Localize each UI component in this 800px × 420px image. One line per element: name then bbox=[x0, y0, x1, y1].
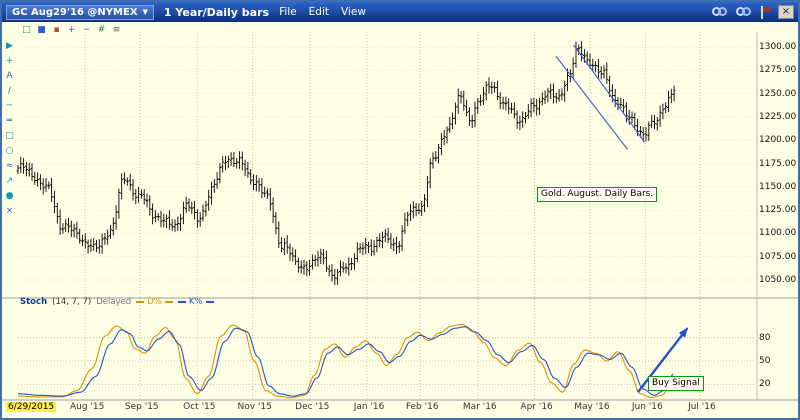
rect-icon[interactable]: □ bbox=[5, 131, 14, 141]
month-label: Sep '15 bbox=[124, 402, 159, 412]
select-icon[interactable]: ▶ bbox=[6, 41, 13, 51]
link2-icon[interactable] bbox=[736, 6, 753, 19]
month-label: Feb '16 bbox=[405, 402, 439, 412]
month-label: Jun '16 bbox=[631, 402, 663, 412]
time-axis: Aug '15 Sep '15 Oct '15 Nov '15 Dec '15 Jan '… bbox=[2, 402, 798, 417]
chevron-down-icon: ▼ bbox=[142, 7, 148, 16]
fib-icon[interactable]: ≈ bbox=[5, 161, 14, 171]
zoom-in-icon[interactable]: + bbox=[67, 25, 76, 35]
settings-icon[interactable]: ≡ bbox=[112, 25, 121, 35]
stoch-d-legend: D% bbox=[136, 297, 173, 307]
symbol-selector[interactable]: GC Aug29'16 @NYMEX ▼ bbox=[6, 4, 154, 20]
save-icon[interactable]: ■ bbox=[37, 25, 46, 35]
chart-annotation-note[interactable]: Gold. August. Daily Bars. bbox=[537, 187, 658, 202]
flag-icon[interactable] bbox=[760, 5, 771, 19]
month-label: Jul '16 bbox=[688, 402, 716, 412]
print-icon[interactable]: ▪ bbox=[53, 25, 60, 35]
open-icon[interactable]: □ bbox=[22, 25, 31, 35]
crosshair-icon[interactable]: + bbox=[5, 56, 14, 66]
titlebar: GC Aug29'16 @NYMEX ▼ 1 Year/Daily bars F… bbox=[2, 2, 798, 22]
close-icon[interactable]: × bbox=[778, 5, 794, 19]
month-label: Apr '16 bbox=[520, 402, 553, 412]
top-toolbar: □ ■ ▪ + − # ≡ bbox=[20, 24, 123, 36]
left-toolbar: ▶ + A / ─ ═ □ ○ ≈ ↗ ● × bbox=[3, 40, 16, 217]
period-label: 1 Year/Daily bars bbox=[163, 5, 270, 19]
grid-icon[interactable]: # bbox=[97, 25, 106, 35]
menu-view[interactable]: View bbox=[340, 6, 366, 18]
month-label: Jan '16 bbox=[353, 402, 385, 412]
month-label: Nov '15 bbox=[237, 402, 272, 412]
symbol-label: GC Aug29'16 @NYMEX bbox=[12, 6, 138, 18]
stoch-k-legend: K% bbox=[177, 297, 214, 307]
stoch-delayed-label: Delayed bbox=[96, 297, 132, 307]
zoom-out-icon[interactable]: − bbox=[82, 25, 91, 35]
trendline-icon[interactable]: / bbox=[7, 86, 12, 96]
titlebar-icons: × bbox=[712, 5, 794, 19]
hline-icon[interactable]: ─ bbox=[6, 101, 13, 111]
delete-icon[interactable]: × bbox=[5, 206, 14, 216]
channel-icon[interactable]: ═ bbox=[6, 116, 13, 126]
month-label: May '16 bbox=[574, 402, 610, 412]
menu-edit[interactable]: Edit bbox=[308, 6, 329, 18]
stoch-header: Stoch (14, 7, 7) Delayed D% K% bbox=[20, 297, 214, 307]
zoom-icon[interactable]: ● bbox=[5, 191, 14, 201]
arrow-icon[interactable]: ↗ bbox=[5, 176, 14, 186]
link-icon[interactable] bbox=[712, 6, 729, 19]
month-label: Aug '15 bbox=[69, 402, 105, 412]
stoch-params: (14, 7, 7) bbox=[52, 297, 92, 307]
menu-file[interactable]: File bbox=[279, 6, 297, 18]
month-label: Dec '15 bbox=[295, 402, 330, 412]
price-and-stoch-chart[interactable] bbox=[2, 24, 798, 418]
stoch-label: Stoch bbox=[20, 297, 48, 307]
ellipse-icon[interactable]: ○ bbox=[5, 146, 14, 156]
buy-signal-label[interactable]: Buy Signal bbox=[648, 376, 704, 391]
month-label: Mar '16 bbox=[462, 402, 497, 412]
month-label: Oct '15 bbox=[183, 402, 216, 412]
start-date-label: 6/29/2015 bbox=[6, 402, 57, 412]
text-icon[interactable]: A bbox=[6, 71, 13, 81]
menubar: File Edit View bbox=[279, 6, 366, 18]
